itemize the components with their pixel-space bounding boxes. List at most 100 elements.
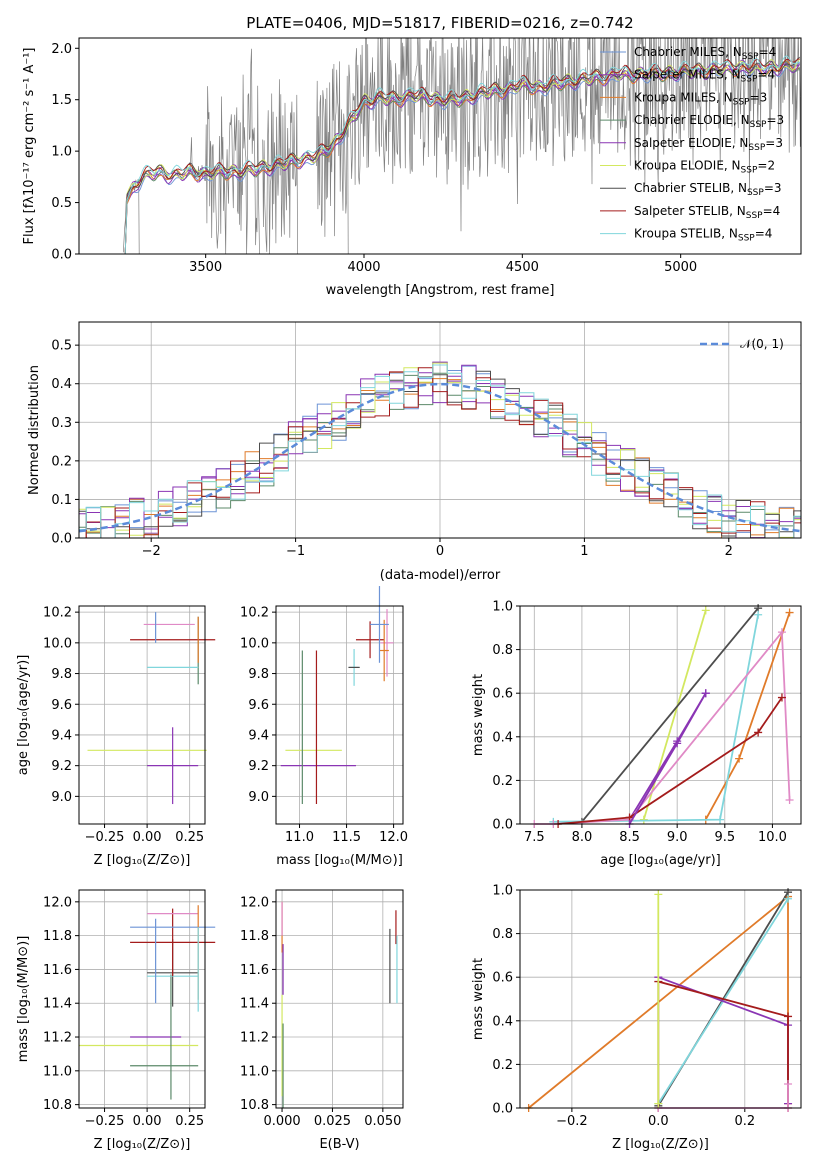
legend-count: =3 [765,136,783,150]
plus-marker [673,739,682,748]
y-tick-label: 0.5 [51,339,72,354]
plus-marker [639,815,648,824]
plus-marker [654,1099,663,1108]
legend-count: =4 [763,204,781,218]
x-tick-label: 0 [436,544,444,559]
y-tick-label: 0.4 [51,377,72,392]
plus-marker [735,754,744,763]
mass-weight-line [628,692,707,825]
plus-marker [784,1080,793,1089]
x-tick-label: 0.00 [133,830,162,845]
y-tick-label: 1.5 [51,93,72,108]
mass-weight-line [558,697,783,825]
y-tick-label: 1.0 [492,884,513,899]
legend-subscript: SSP [750,120,767,130]
x-tick-label: −1 [286,544,305,559]
x-tick-label: 4500 [506,260,539,275]
plus-marker [754,728,763,737]
x-tick-label: 1 [580,544,588,559]
y-tick-label: 10.2 [240,606,269,621]
y-tick-label: 0.0 [51,532,72,547]
mass-vs-Z-axes-frame [78,889,206,1109]
plus-marker [654,890,663,899]
legend-label: Chabrier MILES, N [634,45,742,59]
legend-entry: Kroupa ELODIE, NSSP=2 [634,159,775,176]
x-tick-label: −0.25 [85,830,125,845]
plus-marker [785,796,794,805]
y-tick-label: 1.0 [51,145,72,160]
x-tick-label: 0.0 [648,1114,669,1129]
y-tick-label: 0.2 [492,774,513,789]
x-tick-label: −2 [142,544,161,559]
x-axis-label: age [log₁₀(age/yr)] [600,853,721,868]
mass-weight-vs-age-axes-frame [519,605,802,825]
legend-label: Kroupa ELODIE, N [634,159,741,173]
x-tick-label: 9.5 [714,830,735,845]
y-axis-label: mass [log₁₀(M/M⊙)] [16,936,31,1063]
legend-count: =3 [764,181,782,195]
y-tick-label: 11.8 [240,929,269,944]
y-tick-label: 12.0 [240,895,269,910]
y-tick-label: 0.0 [51,248,72,263]
x-axis-label: wavelength [Angstrom, rest frame] [326,283,555,298]
mass-weight-line [642,610,707,820]
legend-subscript: SSP [748,143,765,153]
y-tick-label: 0.8 [492,927,513,942]
y-tick-label: 0.5 [51,196,72,211]
x-axis-label: Z [log₁₀(Z/Z⊙)] [94,1137,191,1152]
y-axis-label: Flux [fλ10⁻¹⁷ erg cm⁻² s⁻¹ A⁻¹] [22,48,37,245]
spectrum-axes-frame [78,37,802,255]
x-tick-label: 8.5 [619,830,640,845]
y-tick-label: 9.0 [51,790,72,805]
y-tick-label: 9.6 [248,698,269,713]
y-tick-label: 9.6 [51,698,72,713]
y-tick-label: 0.4 [492,1014,513,1029]
model-line-kroupa-stelib [123,55,800,254]
plus-marker [777,693,786,702]
legend-count: =2 [757,159,775,173]
legend-entry: Salpeter MILES, NSSP=4 [634,68,775,85]
y-tick-label: 11.8 [43,929,72,944]
legend-count: =4 [757,68,775,82]
legend-subscript: SSP [733,97,750,107]
histogram-step-kroupa-elodie [79,362,801,538]
x-tick-label: 0.050 [364,1114,401,1129]
y-tick-label: 10.2 [43,606,72,621]
legend-label: Kroupa MILES, N [634,90,733,104]
plus-marker [784,894,793,903]
mass-weight-line [657,976,789,1104]
y-tick-label: 10.8 [43,1098,72,1113]
x-tick-label: 0.025 [314,1114,351,1129]
x-tick-label: 7.5 [524,830,545,845]
y-tick-label: 0.4 [492,730,513,745]
x-tick-label: −0.25 [85,1114,125,1129]
legend-label: Salpeter STELIB, N [634,204,746,218]
y-tick-label: 0.6 [492,971,513,986]
y-tick-label: 1.0 [492,600,513,615]
y-tick-label: 9.0 [248,790,269,805]
model-line-salpeter-stelib [123,58,800,254]
x-axis-label: mass [log₁₀(M/M⊙)] [276,853,403,868]
histogram-step-kroupa-miles [79,371,801,538]
legend-subscript: SSP [742,52,759,62]
plus-marker [716,815,725,824]
y-tick-label: 11.4 [43,997,72,1012]
legend-subscript: SSP [746,211,763,221]
y-tick-label: 0.2 [492,1058,513,1073]
chart-title: PLATE=0406, MJD=51817, FIBERID=0216, z=0… [246,14,633,32]
legend-entry: Chabrier MILES, NSSP=4 [634,45,776,62]
legend-subscript: SSP [741,166,758,176]
x-axis-label: (data-model)/error [380,568,501,583]
legend-label: 𝒩(0, 1) [740,337,784,351]
y-tick-label: 12.0 [43,895,72,910]
y-tick-label: 11.0 [43,1064,72,1079]
mass-weight-line [704,612,791,821]
plus-marker [701,689,710,698]
plus-marker [754,610,763,619]
x-tick-label: −0.2 [556,1114,588,1129]
legend-count: =3 [766,113,784,127]
legend-count: =3 [750,90,768,104]
legend-entry: Kroupa STELIB, NSSP=4 [634,227,772,244]
y-tick-label: 11.0 [240,1064,269,1079]
